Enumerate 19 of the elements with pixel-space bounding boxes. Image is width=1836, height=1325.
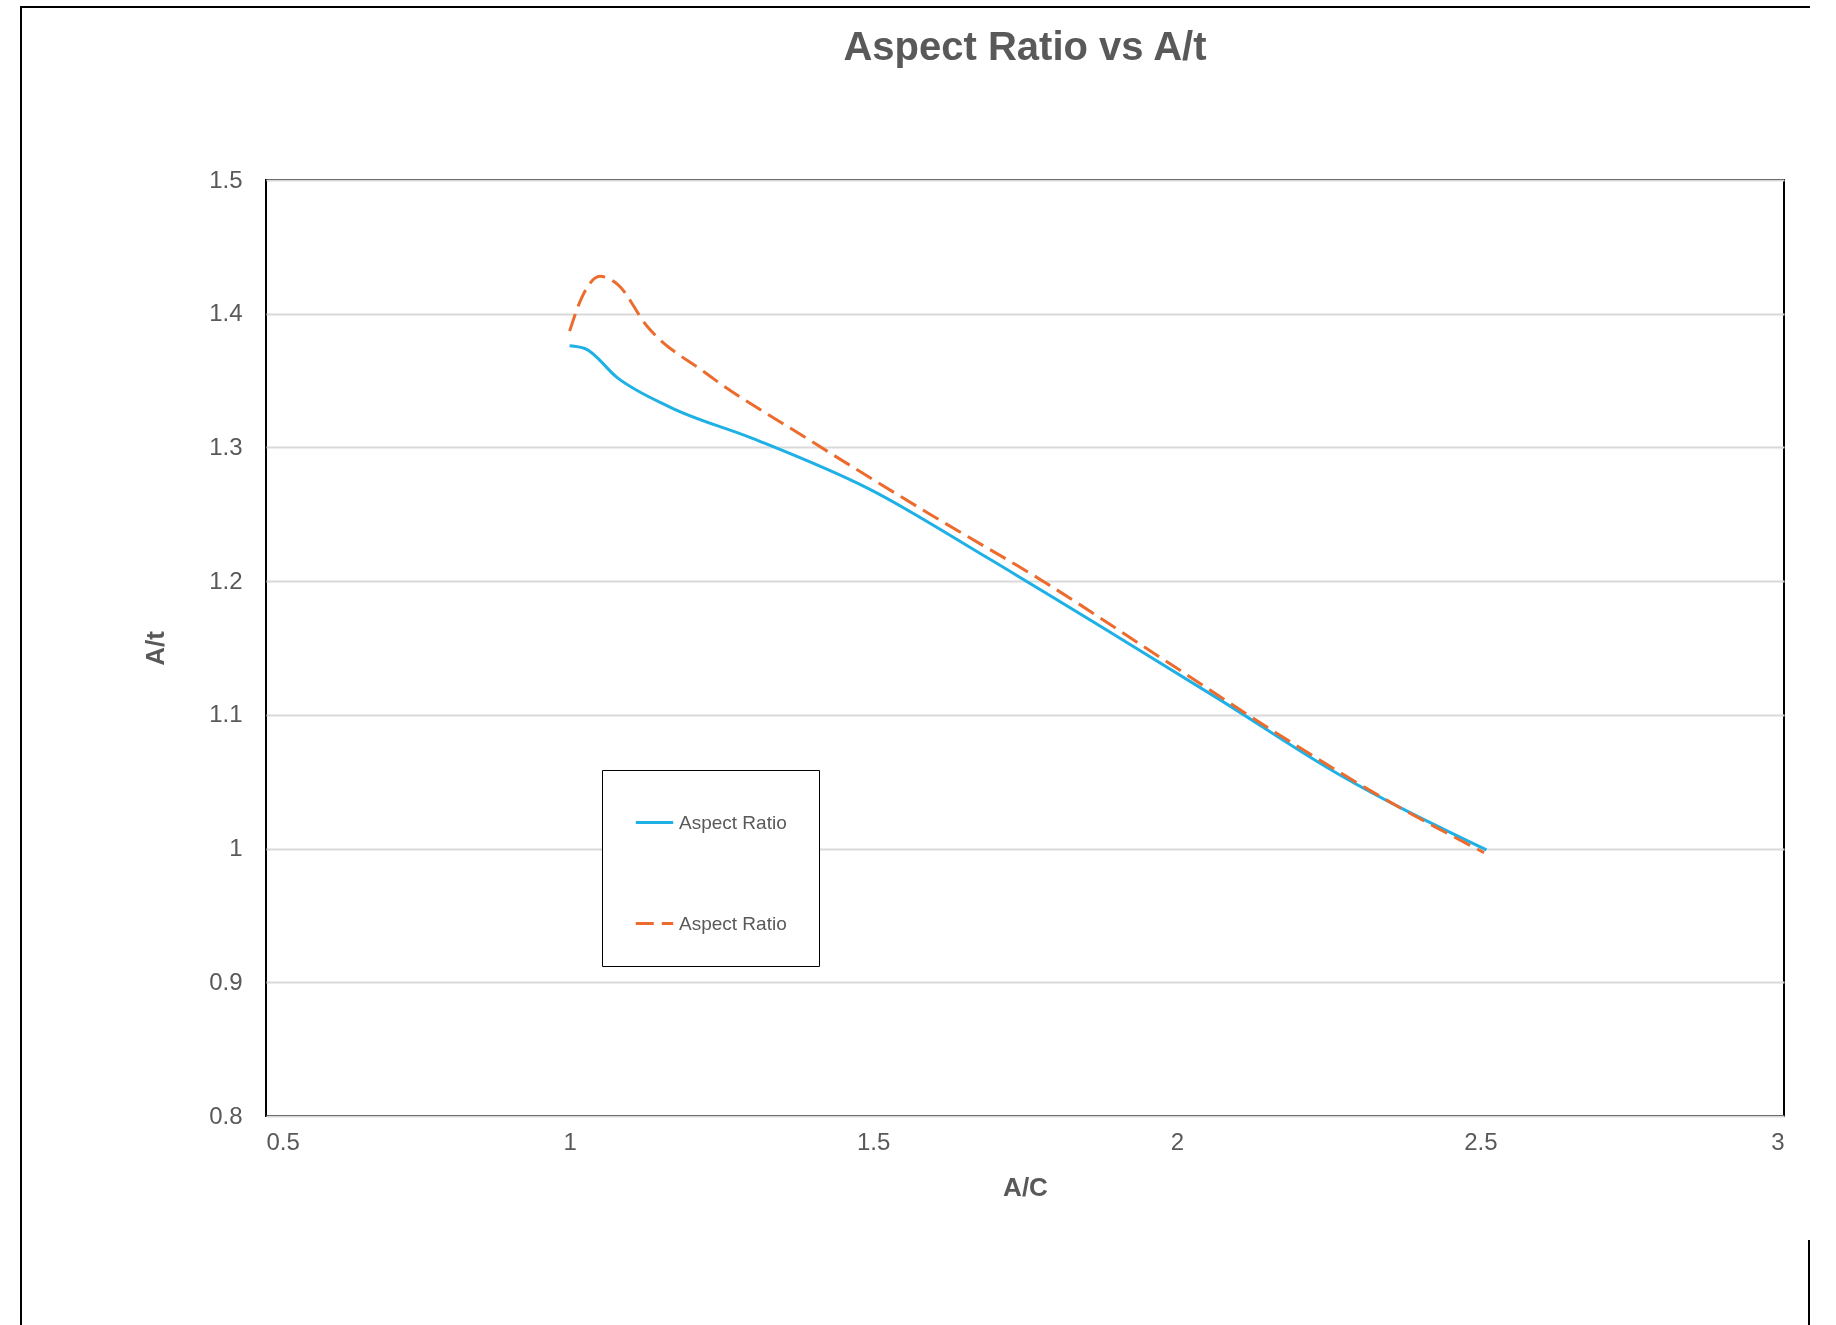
y-tick-label: 0.9 [209, 967, 243, 995]
chart-title: Aspect Ratio vs A/t [843, 24, 1207, 68]
y-tick-label: 1.4 [209, 299, 243, 327]
x-tick-label: 2.5 [1464, 1127, 1498, 1155]
x-tick-label: 0.5 [266, 1127, 300, 1155]
y-tick-label: 1.1 [209, 700, 243, 728]
x-tick-label: 1.5 [857, 1127, 891, 1155]
y-tick-label: 1.5 [209, 165, 243, 193]
y-tick-label: 1.3 [209, 432, 243, 460]
y-tick-label: 1 [229, 834, 243, 862]
y-tick-label: 1.2 [209, 566, 243, 594]
x-tick-label: 2 [1170, 1127, 1184, 1155]
legend-label: Aspect Ratio [679, 811, 787, 833]
x-tick-label: 1 [563, 1127, 577, 1155]
legend-label: Aspect Ratio [679, 912, 787, 934]
y-tick-label: 0.8 [209, 1101, 243, 1129]
y-axis-title: A/t [140, 630, 171, 666]
x-tick-label: 3 [1771, 1127, 1785, 1155]
x-axis-title: A/C [1003, 1171, 1049, 1202]
